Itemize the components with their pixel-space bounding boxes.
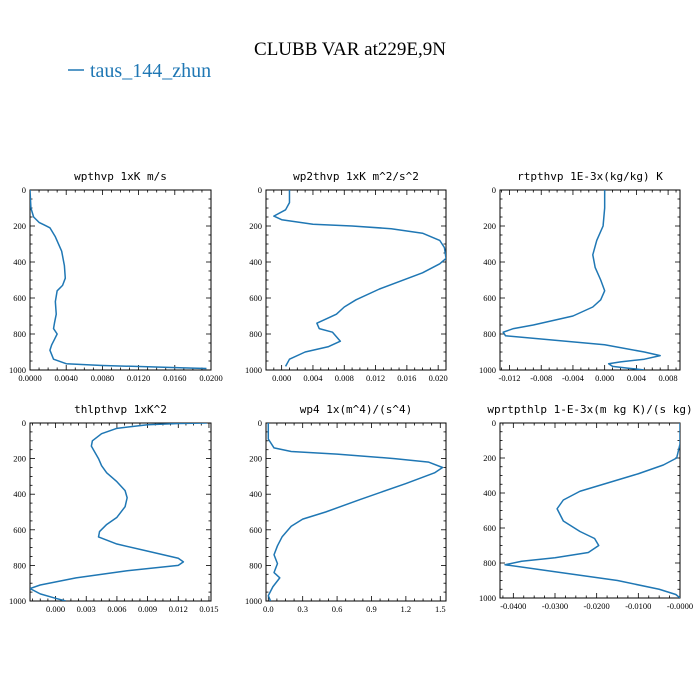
x-tick-label: -0.0100 xyxy=(625,601,651,611)
x-tick-label: 0.0160 xyxy=(163,373,186,383)
subplot-2: wp2thvp 1xK m^2/s^2 0 200 400 600 800 1000 0.00… xyxy=(245,170,448,383)
figure-title: CLUBB VAR at229E,9N xyxy=(254,39,446,60)
y-tick-label: 1000 xyxy=(479,365,496,375)
y-tick-label: 0 xyxy=(258,418,262,428)
x-tick-label: -0.0200 xyxy=(584,601,610,611)
subplot-4: thlpthvp 1xK^2 0 200 400 600 800 1000 0.000 0.00… xyxy=(9,403,219,614)
x-tick-label: -0.012 xyxy=(499,373,521,383)
x-tick-label: 0.0 xyxy=(263,604,274,614)
plot-frame xyxy=(499,422,681,599)
x-tick-label: -0.0000 xyxy=(667,601,693,611)
x-tick-label: 1.2 xyxy=(401,604,412,614)
subplot-title: rtpthvp 1E-3x(kg/kg) K xyxy=(517,170,663,183)
y-tick-label: 0 xyxy=(492,418,496,428)
y-tick-label: 1000 xyxy=(245,365,262,375)
series-line xyxy=(502,190,661,370)
y-tick-label: 0 xyxy=(22,418,26,428)
x-tick-label: 0.0040 xyxy=(55,373,78,383)
x-tick-label: 0.0080 xyxy=(91,373,114,383)
y-tick-label: 1000 xyxy=(9,596,26,606)
x-tick-label: 0.016 xyxy=(397,373,416,383)
x-tick-label: -0.0400 xyxy=(500,601,526,611)
y-tick-label: 400 xyxy=(249,489,262,499)
x-tick-label: 0.3 xyxy=(297,604,308,614)
legend-label: taus_144_zhun xyxy=(90,60,211,82)
subplot-title: wp2thvp 1xK m^2/s^2 xyxy=(293,170,419,183)
y-tick-label: 400 xyxy=(483,257,496,267)
x-tick-label: 0.004 xyxy=(303,373,323,383)
x-tick-label: 0.0000 xyxy=(18,373,41,383)
x-tick-label: -0.0300 xyxy=(542,601,568,611)
x-tick-label: 0.008 xyxy=(335,373,354,383)
x-tick-label: 0.006 xyxy=(107,604,126,614)
subplot-title: wp4 1x(m^4)/(s^4) xyxy=(300,403,413,416)
y-tick-label: 200 xyxy=(249,454,262,464)
y-tick-label: 600 xyxy=(249,525,262,535)
y-tick-label: 400 xyxy=(483,488,496,498)
y-tick-label: 400 xyxy=(13,257,26,267)
y-tick-label: 400 xyxy=(13,489,26,499)
series-line xyxy=(267,423,444,601)
y-tick-label: 600 xyxy=(483,523,496,533)
y-tick-label: 600 xyxy=(483,293,496,303)
y-tick-label: 1000 xyxy=(245,596,262,606)
y-tick-label: 0 xyxy=(258,185,262,195)
y-tick-label: 200 xyxy=(483,221,496,231)
y-tick-label: 600 xyxy=(249,293,262,303)
y-tick-label: 200 xyxy=(483,453,496,463)
y-tick-label: 200 xyxy=(13,454,26,464)
y-tick-label: 400 xyxy=(249,257,262,267)
x-tick-label: 0.0200 xyxy=(199,373,222,383)
x-tick-label: 0.012 xyxy=(366,373,385,383)
y-tick-label: 200 xyxy=(249,221,262,231)
x-tick-label: 0.012 xyxy=(169,604,188,614)
y-tick-label: 800 xyxy=(249,560,262,570)
plot-frame xyxy=(265,422,447,602)
x-tick-label: 0.0120 xyxy=(127,373,150,383)
x-tick-label: -0.008 xyxy=(530,373,552,383)
x-tick-label: 0.000 xyxy=(272,373,291,383)
series-line xyxy=(273,190,446,367)
subplot-3: rtpthvp 1E-3x(kg/kg) K02004006008001000-… xyxy=(479,170,681,383)
subplot-title: wprtpthlp 1-E-3x(m kg K)/(s kg) xyxy=(487,403,692,416)
y-tick-label: 200 xyxy=(13,221,26,231)
x-tick-label: 0.015 xyxy=(199,604,218,614)
y-tick-label: 1000 xyxy=(9,365,26,375)
series-line xyxy=(30,190,207,370)
x-tick-label: 0.008 xyxy=(659,373,678,383)
y-tick-label: 0 xyxy=(22,185,26,195)
y-tick-label: 600 xyxy=(13,525,26,535)
x-tick-label: 0.004 xyxy=(627,373,647,383)
subplot-title: wpthvp 1xK m/s xyxy=(74,170,167,183)
x-tick-label: 1.5 xyxy=(435,604,446,614)
series-line xyxy=(504,423,680,598)
x-tick-label: 0.9 xyxy=(366,604,377,614)
y-tick-label: 800 xyxy=(13,329,26,339)
y-tick-label: 800 xyxy=(249,329,262,339)
subplot-title: thlpthvp 1xK^2 xyxy=(74,403,167,416)
x-tick-label: 0.000 xyxy=(46,604,65,614)
y-tick-label: 0 xyxy=(492,185,496,195)
x-tick-label: 0.6 xyxy=(332,604,343,614)
legend: taus_144_zhun xyxy=(68,60,211,82)
x-tick-label: 0.000 xyxy=(595,373,614,383)
y-tick-label: 1000 xyxy=(479,593,496,603)
x-tick-label: 0.003 xyxy=(77,604,96,614)
x-tick-label: 0.009 xyxy=(138,604,157,614)
series-line xyxy=(30,423,207,601)
y-tick-label: 800 xyxy=(483,329,496,339)
plot-frame xyxy=(29,189,212,371)
y-tick-label: 800 xyxy=(13,560,26,570)
y-tick-label: 600 xyxy=(13,293,26,303)
plot-frame xyxy=(265,189,447,371)
x-tick-label: 0.020 xyxy=(429,373,448,383)
y-tick-label: 800 xyxy=(483,558,496,568)
x-tick-label: -0.004 xyxy=(562,373,585,383)
subplot-6: wprtpthlp 1-E-3x(m kg K)/(s kg) 0 200 400 60… xyxy=(479,403,693,611)
